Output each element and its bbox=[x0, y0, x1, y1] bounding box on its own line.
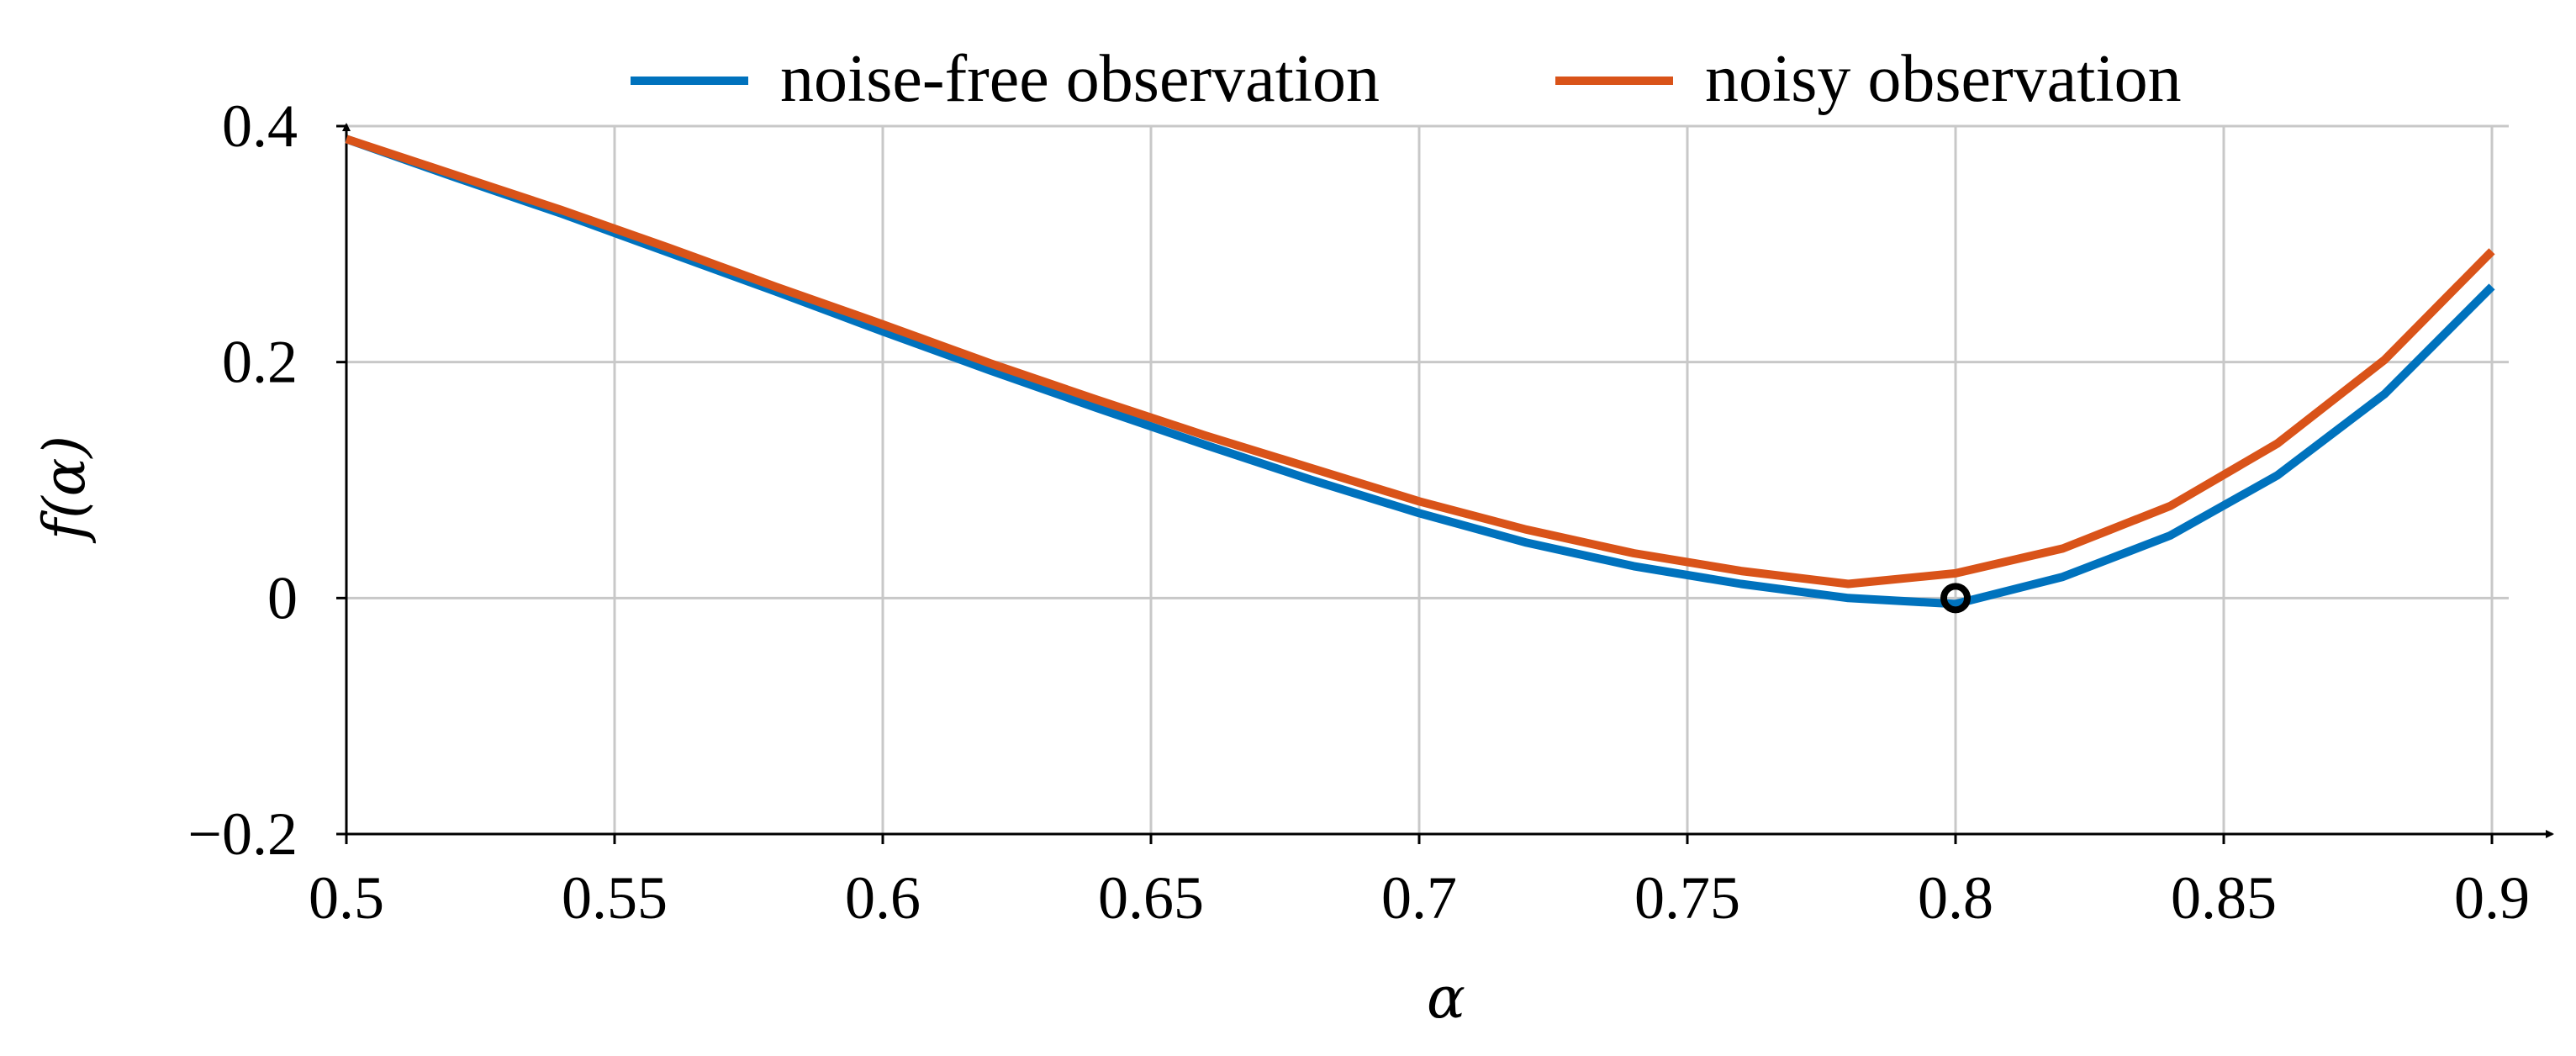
series-layer bbox=[345, 135, 2495, 614]
x-tick-label: 0.9 bbox=[2454, 864, 2530, 932]
legend: noise-free observation noisy observation bbox=[631, 42, 2182, 116]
axes bbox=[336, 123, 2554, 844]
x-tick-label: 0.7 bbox=[1381, 864, 1457, 932]
y-tick-label: 0.2 bbox=[222, 329, 298, 396]
y-tick-label: 0.4 bbox=[222, 92, 298, 160]
x-tick-label: 0.85 bbox=[2171, 864, 2277, 932]
x-tick-label: 0.55 bbox=[562, 864, 668, 932]
legend-label-2: noisy observation bbox=[1705, 42, 2182, 116]
legend-label-1: noise-free observation bbox=[780, 42, 1380, 116]
x-tick-label: 0.8 bbox=[1918, 864, 1993, 932]
x-tick-label: 0.75 bbox=[1634, 864, 1740, 932]
series-line-1 bbox=[345, 135, 2495, 609]
x-tick-label: 0.65 bbox=[1098, 864, 1204, 932]
y-tick-label: −0.2 bbox=[187, 800, 298, 868]
tick-labels: 0.5 0.55 0.6 0.65 0.7 0.75 0.8 0.85 0.9 −0.2 0 0.2 0… bbox=[187, 92, 2530, 932]
y-tick-label: 0 bbox=[267, 564, 298, 631]
optimum-marker bbox=[1940, 583, 1971, 614]
x-tick-label: 0.5 bbox=[309, 864, 384, 932]
x-tick-label: 0.6 bbox=[845, 864, 921, 932]
series-line-2 bbox=[345, 135, 2495, 589]
x-axis-title: α bbox=[1427, 965, 1465, 1032]
grid bbox=[345, 124, 2509, 836]
y-axis-title: f(α) bbox=[32, 436, 98, 544]
